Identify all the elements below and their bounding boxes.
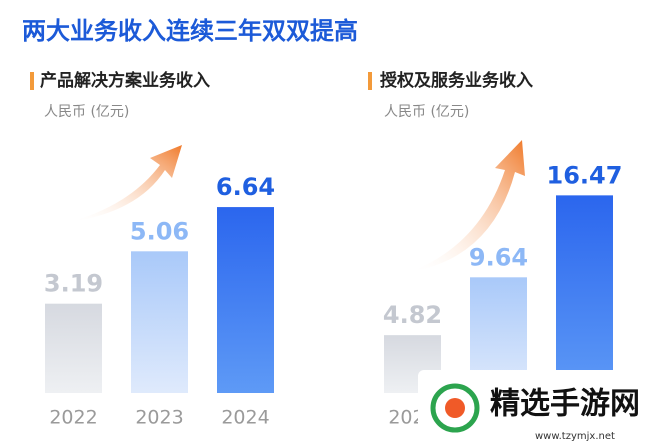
bar [217, 207, 274, 393]
x-tick-label: 2022 [49, 407, 97, 429]
watermark-logo [445, 398, 465, 418]
value-label: 5.06 [130, 217, 189, 245]
watermark-name: 精选手游网 [490, 387, 640, 422]
bar [556, 195, 613, 393]
bar [131, 251, 188, 393]
unit-label: 人民币 (亿元) [384, 104, 469, 120]
trend-arrow [410, 140, 525, 272]
chart-title: 产品解决方案业务收入 [40, 70, 210, 91]
value-label: 6.64 [216, 173, 275, 201]
accent [368, 72, 372, 90]
value-label: 3.19 [44, 270, 103, 298]
accent [30, 72, 34, 90]
value-label: 9.64 [469, 243, 528, 271]
x-tick-label: 2023 [135, 407, 183, 429]
chart-title: 授权及服务业务收入 [380, 70, 533, 91]
unit-label: 人民币 (亿元) [44, 104, 129, 120]
watermark-box [418, 370, 672, 447]
x-tick-label: 2024 [221, 407, 269, 429]
page-title: 两大业务收入连续三年双双提高 [22, 17, 358, 45]
watermark-url: www.tzymjx.net [535, 431, 615, 442]
watermark-logo [430, 383, 480, 433]
trend-arrow [70, 145, 182, 222]
value-label: 4.82 [383, 301, 442, 329]
value-label: 16.47 [547, 161, 623, 189]
bar [45, 303, 102, 393]
